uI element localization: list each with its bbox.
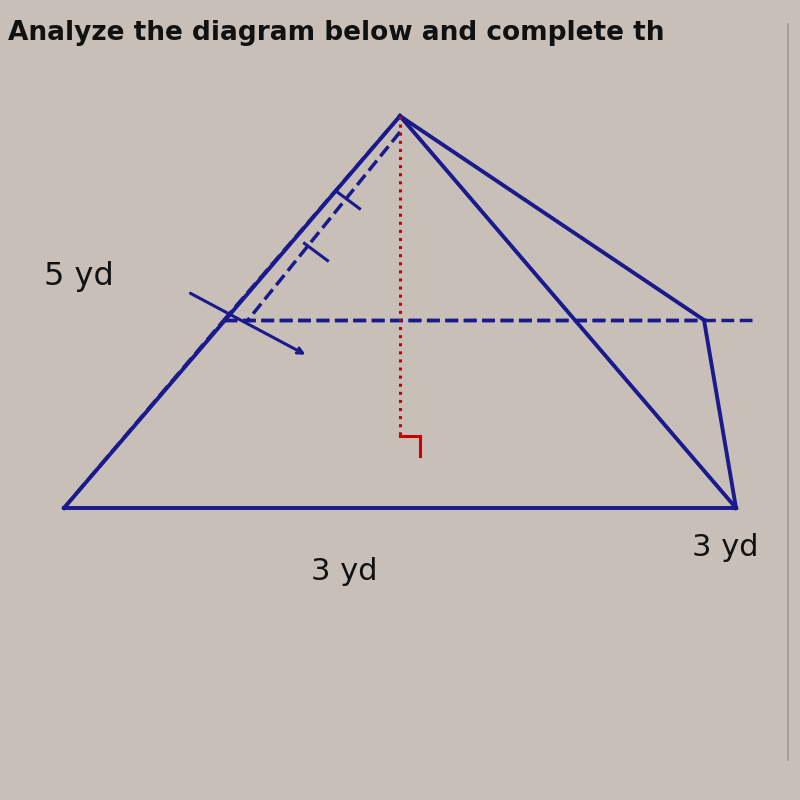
Text: 3 yd: 3 yd xyxy=(310,558,378,586)
Text: 3 yd: 3 yd xyxy=(692,534,758,562)
Text: 5 yd: 5 yd xyxy=(44,261,114,291)
Text: Analyze the diagram below and complete th: Analyze the diagram below and complete t… xyxy=(8,20,665,46)
